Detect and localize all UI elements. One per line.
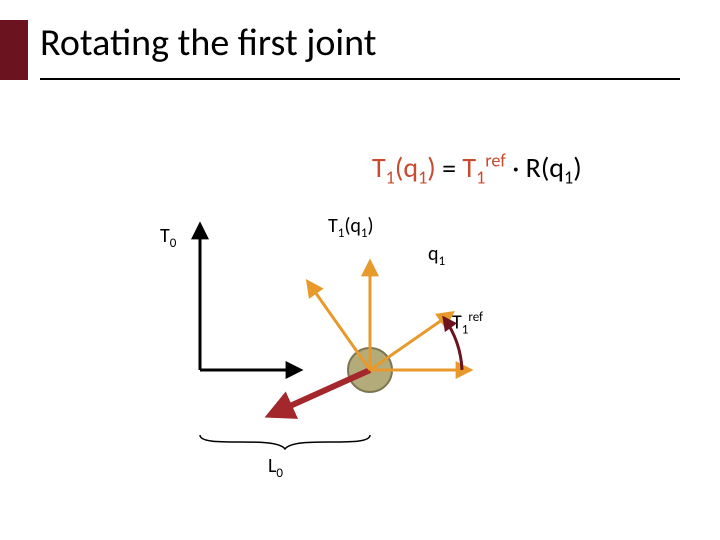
- L0-brace: [200, 435, 370, 449]
- T1rot-x-axis: [370, 313, 452, 370]
- rotation-arc: [444, 318, 462, 370]
- link-arrow: [270, 370, 370, 415]
- T1rot-y-axis: [308, 282, 370, 370]
- diagram-canvas: [0, 0, 720, 540]
